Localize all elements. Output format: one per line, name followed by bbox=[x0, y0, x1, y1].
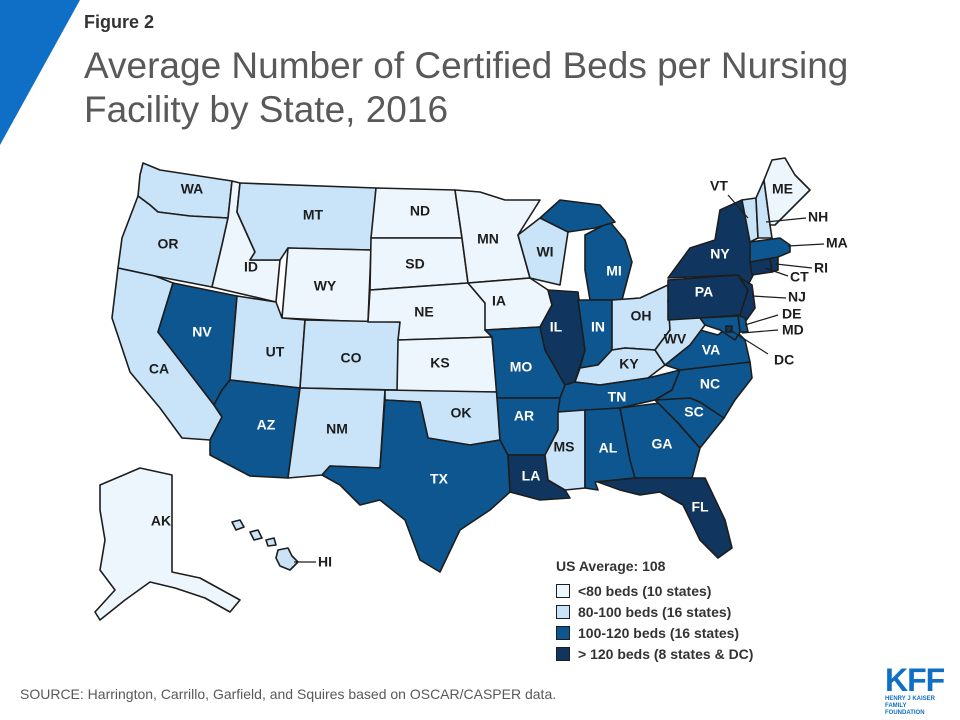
legend-title: US Average: 108 bbox=[556, 558, 666, 574]
figure-label: Figure 2 bbox=[84, 12, 155, 32]
state-mi bbox=[584, 221, 633, 301]
legend-item-100-120: 100-120 beds (16 states) bbox=[556, 622, 753, 643]
state-me bbox=[763, 157, 811, 226]
label-ia: IA bbox=[492, 293, 506, 309]
label-al: AL bbox=[599, 440, 618, 456]
kff-logo-line2: FAMILY FOUNDATION bbox=[885, 703, 925, 716]
kff-logo: KFF HENRY J KAISER FAMILY FOUNDATION bbox=[885, 664, 947, 717]
legend-item-gt120: > 120 beds (8 states & DC) bbox=[556, 643, 753, 664]
label-wi: WI bbox=[536, 244, 553, 260]
leader-dc bbox=[729, 329, 769, 355]
legend-swatch-lt80 bbox=[556, 583, 570, 598]
label-sc: SC bbox=[684, 404, 703, 420]
label-la: LA bbox=[522, 468, 541, 484]
state-hi bbox=[275, 547, 299, 571]
leader-ct bbox=[764, 267, 789, 277]
label-oh: OH bbox=[631, 308, 652, 324]
leader-ri bbox=[775, 263, 813, 269]
legend-label-80-100: 80-100 beds (16 states) bbox=[578, 603, 732, 620]
source-note: SOURCE: Harrington, Carrillo, Garfield, … bbox=[20, 686, 557, 702]
leader-md bbox=[741, 329, 779, 334]
leader-ma bbox=[787, 243, 825, 247]
label-tn: TN bbox=[608, 389, 627, 405]
state-md bbox=[699, 315, 741, 341]
label-ok: OK bbox=[451, 405, 472, 421]
label-ut: UT bbox=[266, 344, 285, 360]
label-mi: MI bbox=[606, 263, 622, 279]
label-co: CO bbox=[341, 350, 362, 366]
label-ga: GA bbox=[652, 436, 673, 452]
kff-logo-line1: HENRY J KAISER bbox=[885, 696, 936, 702]
label-hi: HI bbox=[318, 554, 332, 570]
label-az: AZ bbox=[257, 417, 276, 433]
legend-swatch-80-100 bbox=[556, 604, 570, 619]
label-de: DE bbox=[782, 306, 801, 322]
legend-label-lt80: <80 beds (10 states) bbox=[578, 582, 712, 599]
state-mi-upper bbox=[539, 199, 616, 233]
label-mo: MO bbox=[510, 359, 533, 375]
label-ks: KS bbox=[430, 355, 449, 371]
corner-accent bbox=[0, 0, 80, 145]
label-ct: CT bbox=[790, 269, 809, 285]
state-tx bbox=[321, 399, 511, 573]
label-or: OR bbox=[158, 236, 179, 252]
state-nc bbox=[654, 361, 753, 419]
label-wy: WY bbox=[314, 278, 337, 294]
label-wv: WV bbox=[664, 331, 687, 347]
leader-de bbox=[744, 314, 779, 326]
state-hi-maui bbox=[265, 537, 277, 547]
state-az bbox=[209, 379, 301, 479]
label-sd: SD bbox=[405, 256, 424, 272]
label-mn: MN bbox=[477, 231, 499, 247]
label-me: ME bbox=[772, 181, 793, 197]
label-ca: CA bbox=[149, 361, 169, 377]
label-ar: AR bbox=[514, 408, 534, 424]
state-nh bbox=[755, 179, 773, 239]
state-hi-kauai bbox=[231, 519, 245, 531]
leader-vt bbox=[727, 194, 749, 219]
state-ma bbox=[749, 237, 791, 263]
label-ny: NY bbox=[710, 246, 730, 262]
label-nh: NH bbox=[808, 209, 828, 225]
legend-item-lt80: <80 beds (10 states) bbox=[556, 580, 753, 601]
page-title: Average Number of Certified Beds per Nur… bbox=[84, 45, 849, 130]
label-mt: MT bbox=[303, 207, 324, 223]
label-ms: MS bbox=[554, 439, 575, 455]
legend: US Average: 108 <80 beds (10 states) 80-… bbox=[556, 558, 753, 664]
leader-nh bbox=[765, 217, 807, 223]
label-nc: NC bbox=[700, 376, 720, 392]
label-pa: PA bbox=[695, 284, 713, 300]
label-wa: WA bbox=[181, 181, 204, 197]
label-ak: AK bbox=[151, 513, 171, 529]
state-fl bbox=[597, 477, 733, 559]
legend-label-100-120: 100-120 beds (16 states) bbox=[578, 624, 740, 641]
label-dc: DC bbox=[774, 352, 794, 368]
label-md: MD bbox=[782, 322, 804, 338]
state-ak bbox=[94, 467, 241, 621]
kff-logo-text: KFF bbox=[885, 662, 945, 698]
label-ky: KY bbox=[619, 356, 639, 372]
label-il: IL bbox=[550, 319, 563, 335]
state-hi-oahu bbox=[249, 529, 263, 541]
label-ne: NE bbox=[414, 304, 433, 320]
label-nv: NV bbox=[192, 324, 212, 340]
label-ri: RI bbox=[814, 260, 828, 276]
legend-swatch-gt120 bbox=[556, 646, 570, 661]
label-tx: TX bbox=[430, 471, 449, 487]
label-nd: ND bbox=[410, 203, 430, 219]
label-nm: NM bbox=[326, 421, 348, 437]
label-nj: NJ bbox=[788, 289, 806, 305]
label-ma: MA bbox=[826, 235, 848, 251]
legend-swatch-100-120 bbox=[556, 625, 570, 640]
leader-nj bbox=[751, 295, 787, 299]
label-fl: FL bbox=[691, 499, 709, 515]
label-in: IN bbox=[591, 319, 605, 335]
legend-item-80-100: 80-100 beds (16 states) bbox=[556, 601, 753, 622]
legend-label-gt120: > 120 beds (8 states & DC) bbox=[578, 645, 754, 662]
label-id: ID bbox=[244, 259, 258, 275]
label-va: VA bbox=[702, 342, 720, 358]
label-vt: VT bbox=[710, 178, 728, 194]
